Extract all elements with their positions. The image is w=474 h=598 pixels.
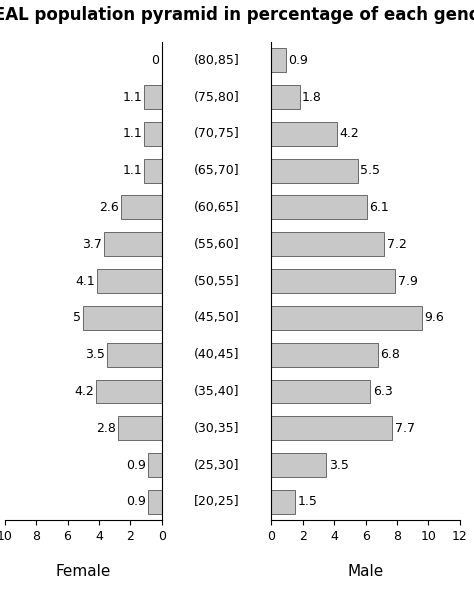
Text: 1.1: 1.1 bbox=[123, 90, 143, 103]
Bar bbox=[272, 343, 378, 367]
Bar bbox=[272, 48, 286, 72]
Bar bbox=[147, 490, 162, 514]
Text: 0.9: 0.9 bbox=[288, 54, 308, 67]
X-axis label: Female: Female bbox=[55, 564, 111, 579]
Text: 4.1: 4.1 bbox=[76, 274, 95, 288]
Text: 9.6: 9.6 bbox=[425, 312, 444, 324]
Bar bbox=[104, 232, 162, 256]
Bar bbox=[147, 453, 162, 477]
Bar bbox=[96, 380, 162, 404]
Text: (45,50]: (45,50] bbox=[194, 312, 239, 324]
X-axis label: Male: Male bbox=[347, 564, 384, 579]
Bar bbox=[107, 343, 162, 367]
Text: (25,30]: (25,30] bbox=[194, 459, 239, 472]
Text: (70,75]: (70,75] bbox=[194, 127, 239, 141]
Bar bbox=[121, 196, 162, 219]
Text: (35,40]: (35,40] bbox=[194, 385, 239, 398]
Text: 7.9: 7.9 bbox=[398, 274, 418, 288]
Bar bbox=[272, 85, 300, 109]
Bar bbox=[145, 85, 162, 109]
Bar bbox=[272, 122, 337, 146]
Text: 3.5: 3.5 bbox=[329, 459, 349, 472]
Text: 1.1: 1.1 bbox=[123, 127, 143, 141]
Text: 0.9: 0.9 bbox=[126, 459, 146, 472]
Text: 3.5: 3.5 bbox=[85, 348, 105, 361]
Text: 4.2: 4.2 bbox=[340, 127, 359, 141]
Text: 6.3: 6.3 bbox=[373, 385, 392, 398]
Text: 2.6: 2.6 bbox=[99, 201, 119, 214]
Text: 4.2: 4.2 bbox=[74, 385, 94, 398]
Text: 7.2: 7.2 bbox=[387, 238, 407, 251]
Text: (50,55]: (50,55] bbox=[194, 274, 239, 288]
Bar bbox=[272, 416, 392, 440]
Bar bbox=[272, 196, 367, 219]
Text: (75,80]: (75,80] bbox=[194, 90, 239, 103]
Text: [20,25]: [20,25] bbox=[194, 495, 239, 508]
Text: 6.1: 6.1 bbox=[370, 201, 389, 214]
Bar bbox=[145, 122, 162, 146]
Bar bbox=[97, 269, 162, 293]
Text: 0.9: 0.9 bbox=[126, 495, 146, 508]
Bar bbox=[272, 306, 422, 330]
Bar bbox=[272, 158, 358, 182]
Bar bbox=[272, 269, 395, 293]
Text: 7.7: 7.7 bbox=[395, 422, 415, 435]
Text: 6.8: 6.8 bbox=[381, 348, 401, 361]
Text: 1.1: 1.1 bbox=[123, 164, 143, 177]
Text: (55,60]: (55,60] bbox=[194, 238, 239, 251]
Text: 5: 5 bbox=[73, 312, 82, 324]
Bar bbox=[272, 453, 327, 477]
Text: 1.5: 1.5 bbox=[297, 495, 317, 508]
Text: 1.8: 1.8 bbox=[302, 90, 322, 103]
Text: 0: 0 bbox=[151, 54, 159, 67]
Bar bbox=[272, 380, 370, 404]
Text: (80,85]: (80,85] bbox=[194, 54, 239, 67]
Text: (60,65]: (60,65] bbox=[194, 201, 239, 214]
Text: 3.7: 3.7 bbox=[82, 238, 102, 251]
Text: (30,35]: (30,35] bbox=[194, 422, 239, 435]
Text: (65,70]: (65,70] bbox=[194, 164, 239, 177]
Bar bbox=[272, 232, 384, 256]
Text: 5.5: 5.5 bbox=[360, 164, 380, 177]
Text: (40,45]: (40,45] bbox=[194, 348, 239, 361]
Bar bbox=[272, 490, 295, 514]
Text: 2.8: 2.8 bbox=[96, 422, 116, 435]
Bar bbox=[118, 416, 162, 440]
Bar bbox=[145, 158, 162, 182]
Text: IDEAL population pyramid in percentage of each gender: IDEAL population pyramid in percentage o… bbox=[0, 6, 474, 24]
Bar bbox=[83, 306, 162, 330]
